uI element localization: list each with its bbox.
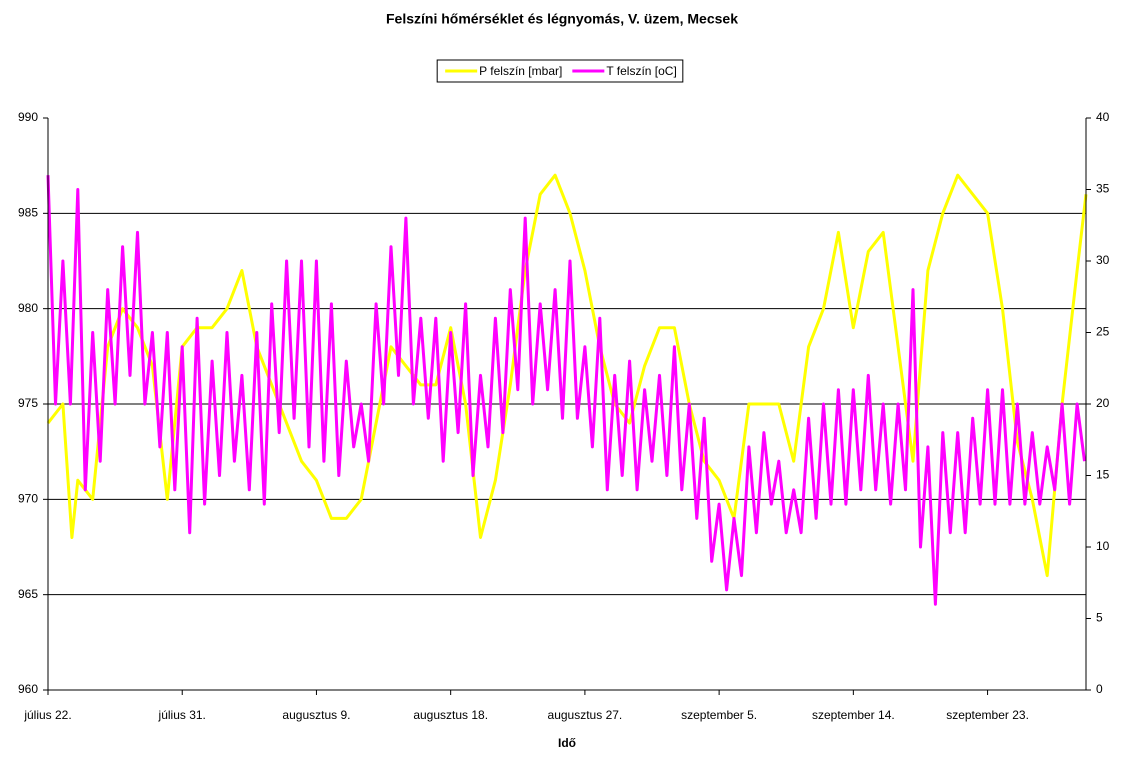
y-tick-label: 985 [18,206,38,220]
x-tick-label: szeptember 14. [812,708,895,722]
y2-tick-label: 40 [1096,110,1110,124]
x-tick-label: szeptember 23. [946,708,1029,722]
y-tick-label: 990 [18,110,38,124]
series-line [46,173,1088,578]
y-tick-label: 960 [18,682,38,696]
y2-tick-label: 30 [1096,253,1110,267]
y2-tick-label: 15 [1096,468,1110,482]
x-axis-label: Idő [558,736,576,750]
y2-tick-label: 10 [1096,539,1110,553]
y-tick-label: 975 [18,396,38,410]
y2-tick-label: 20 [1096,396,1110,410]
x-tick-label: július 22. [23,708,71,722]
legend-label: P felszín [mbar] [479,64,562,78]
x-tick-label: augusztus 27. [548,708,623,722]
chart-title: Felszíni hőmérséklet és légnyomás, V. üz… [386,11,738,27]
y-tick-label: 970 [18,492,38,506]
x-tick-label: szeptember 5. [681,708,757,722]
series-line [46,175,1086,606]
y2-tick-label: 5 [1096,611,1103,625]
y-tick-label: 965 [18,587,38,601]
y2-tick-label: 0 [1096,682,1103,696]
y2-tick-label: 35 [1096,182,1110,196]
x-tick-label: augusztus 18. [413,708,488,722]
legend-box [436,59,684,83]
y2-tick-label: 25 [1096,325,1110,339]
x-tick-label: augusztus 9. [282,708,350,722]
legend-label: T felszín [oC] [606,64,676,78]
y-tick-label: 980 [18,301,38,315]
x-tick-label: július 31. [158,708,206,722]
